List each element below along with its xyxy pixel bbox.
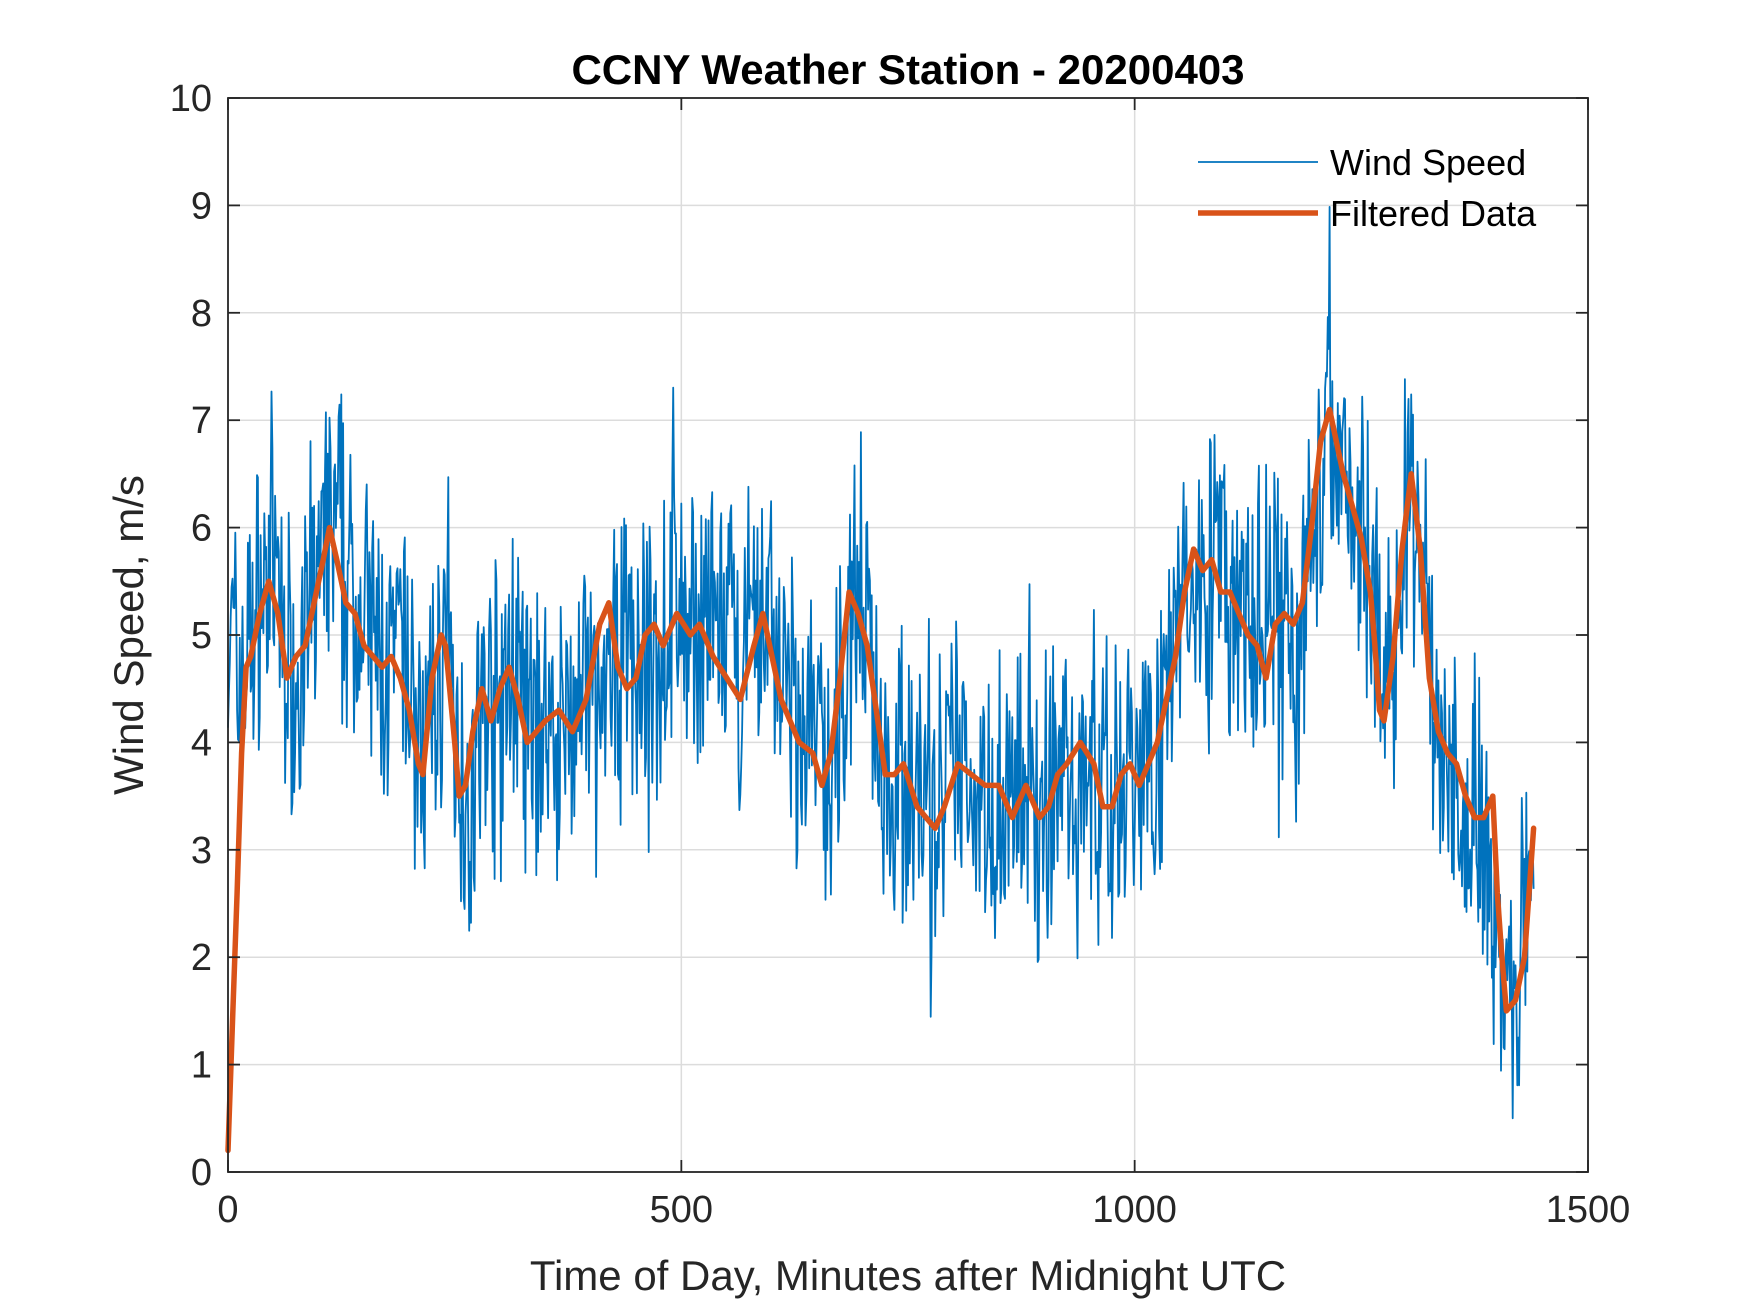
y-tick-label-10: 10 [170,78,212,120]
y-tick-label-7: 7 [191,400,212,442]
y-tick-label-8: 8 [191,293,212,335]
y-tick-label-1: 1 [191,1045,212,1087]
x-tick-label-1500: 1500 [1546,1189,1631,1231]
y-tick-label-4: 4 [191,722,212,764]
x-tick-label-0: 0 [217,1189,238,1231]
x-axis-label: Time of Day, Minutes after Midnight UTC [530,1252,1286,1299]
x-tick-label-1000: 1000 [1092,1189,1177,1231]
legend: Wind Speed Filtered Data [1198,142,1537,234]
y-tick-label-2: 2 [191,937,212,979]
legend-label-wind-speed: Wind Speed [1330,142,1526,183]
x-tick-label-500: 500 [650,1189,713,1231]
plot-series [225,205,1537,1154]
series-line-filtered-data [225,406,1537,1154]
y-tick-label-9: 9 [191,185,212,227]
legend-label-filtered-data: Filtered Data [1330,193,1537,234]
axis-ticks: 0 1 2 3 4 5 6 7 8 9 10 0 500 1000 1500 [170,78,1631,1231]
chart-title: CCNY Weather Station - 20200403 [571,46,1244,93]
y-tick-label-5: 5 [191,615,212,657]
y-tick-label-3: 3 [191,830,212,872]
series-line-wind-speed [227,205,1535,1120]
y-axis-label: Wind Speed, m/s [105,475,152,795]
y-tick-label-6: 6 [191,508,212,550]
y-tick-label-0: 0 [191,1152,212,1194]
